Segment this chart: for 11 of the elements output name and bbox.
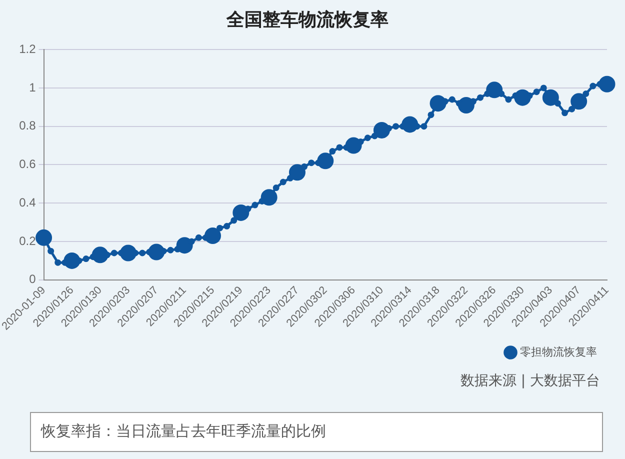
y-tick-label: 1.2 [19,42,36,56]
source-note: 数据来源 | 大数据平台 [459,372,600,390]
chart-title: 全国整车物流恢复率 [226,9,388,30]
y-tick-label: 1 [29,80,36,94]
text: 恢复率指：当日流量占去年旺季流量的比例 [30,412,603,452]
y-tick-label: 0.4 [19,195,36,210]
y-tick-label: 0.2 [19,234,36,248]
legend-label: 零担物流恢复率 [520,346,597,359]
y-tick-label: 0.6 [19,157,36,172]
y-tick-label: 0.8 [19,118,36,133]
y-tick-label: 0 [29,272,36,286]
